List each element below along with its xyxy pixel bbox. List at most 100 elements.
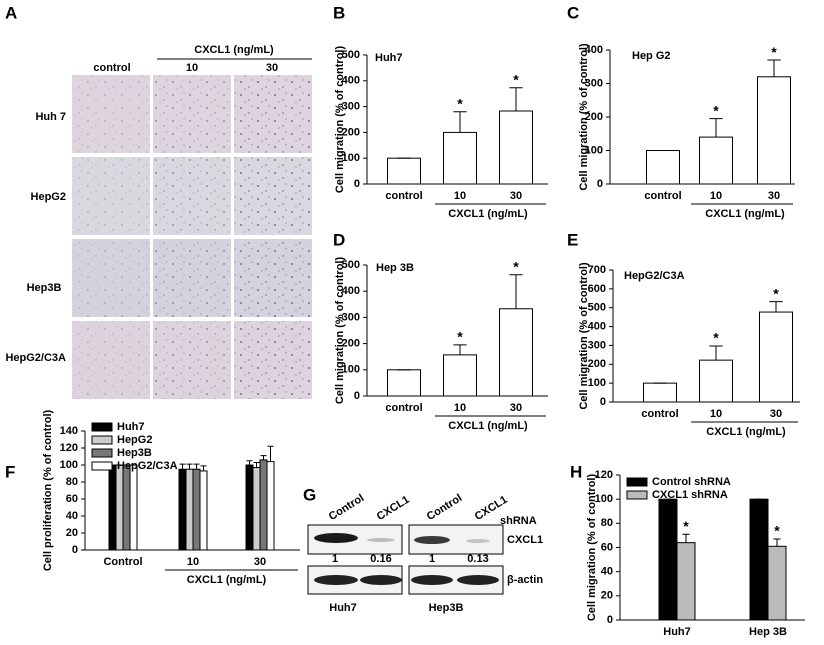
error-bar <box>179 463 186 470</box>
y-axis-label: Cell migration (% of control) <box>586 474 598 622</box>
bar <box>699 359 733 403</box>
panel-letter: C <box>567 3 579 22</box>
x-tick-label: control <box>385 190 422 202</box>
bar <box>658 498 678 621</box>
row-label: HepG2 <box>31 191 66 203</box>
significance: * <box>774 523 780 539</box>
error-bar <box>453 111 467 133</box>
lane-label: Control <box>425 492 465 523</box>
lane-label: Control <box>327 492 367 523</box>
y-tick-label: 40 <box>601 566 613 578</box>
legend-swatch <box>91 422 113 432</box>
row-label: Huh 7 <box>35 111 66 123</box>
y-tick-label: 500 <box>342 49 360 61</box>
x-tick-label: 30 <box>510 402 522 414</box>
lane-label: CXCL1 <box>375 494 412 523</box>
error-bar <box>773 538 781 547</box>
y-tick-label: 300 <box>342 311 360 323</box>
blot-band <box>466 539 490 543</box>
y-tick-label: 0 <box>597 178 603 190</box>
y-tick-label: 500 <box>342 259 360 271</box>
bar <box>387 157 421 185</box>
y-tick-label: 200 <box>342 338 360 350</box>
micrograph-cells <box>234 239 312 317</box>
bar <box>676 542 696 621</box>
micrograph-cells <box>234 157 312 235</box>
bar <box>499 308 533 397</box>
y-tick-label: 40 <box>66 510 78 522</box>
lane-group-label: shRNA <box>500 515 537 527</box>
y-tick-label: 100 <box>342 152 360 164</box>
bar <box>245 464 254 551</box>
y-tick-label: 100 <box>585 144 603 156</box>
bar <box>115 464 124 551</box>
legend-label: HepG2 <box>117 434 152 446</box>
y-tick-label: 60 <box>66 493 78 505</box>
error-bar <box>200 465 207 471</box>
legend-label: CXCL1 shRNA <box>652 489 728 501</box>
bar <box>443 131 477 185</box>
y-tick-label: 300 <box>585 77 603 89</box>
y-tick-label: 600 <box>588 283 606 295</box>
legend-swatch <box>626 477 648 487</box>
column-header: 30 <box>266 62 278 74</box>
row-label: Hep3B <box>27 282 62 294</box>
error-bar <box>193 463 200 470</box>
micrograph-cells <box>72 239 150 317</box>
y-axis-label: Cell migration (% of control) <box>334 257 346 405</box>
y-tick-label: 400 <box>585 44 603 56</box>
x-tick-label: 30 <box>768 190 780 202</box>
micrograph-cells <box>72 75 150 153</box>
x-tick-label: 30 <box>510 190 522 202</box>
x-tick-label: control <box>385 402 422 414</box>
x-tick-label: Control <box>103 556 142 568</box>
y-tick-label: 700 <box>588 264 606 276</box>
y-axis-label: Cell proliferation (% of control) <box>42 410 54 572</box>
band-label: CXCL1 <box>507 534 543 546</box>
significance: * <box>457 95 463 111</box>
bar <box>767 545 787 621</box>
significance: * <box>713 330 719 346</box>
y-tick-label: 120 <box>595 469 613 481</box>
panel-letter: B <box>333 3 345 22</box>
error-bar <box>767 59 781 77</box>
micrograph-cells <box>72 157 150 235</box>
error-bar <box>267 445 274 462</box>
y-tick-label: 80 <box>66 476 78 488</box>
chart-title: HepG2/C3A <box>624 270 685 282</box>
error-bar <box>769 301 783 313</box>
y-tick-label: 100 <box>60 459 78 471</box>
group-label: CXCL1 (ng/mL) <box>194 44 274 56</box>
legend-swatch <box>91 448 113 458</box>
error-bar <box>509 274 523 309</box>
group-label: CXCL1 (ng/mL) <box>448 420 528 432</box>
bar <box>259 459 268 551</box>
error-bar <box>509 87 523 111</box>
bar <box>646 150 680 185</box>
blot-band <box>314 575 358 585</box>
error-bar <box>453 344 467 355</box>
ratio: 0.16 <box>370 553 391 565</box>
y-axis-label: Cell migration (% of control) <box>578 262 590 410</box>
group-label: CXCL1 (ng/mL) <box>448 208 528 220</box>
y-tick-label: 20 <box>601 590 613 602</box>
micrograph-cells <box>234 321 312 399</box>
x-tick-label: 30 <box>254 556 266 568</box>
bar <box>443 354 477 397</box>
micrograph-cells <box>153 239 231 317</box>
y-tick-label: 500 <box>588 302 606 314</box>
panel-letter: G <box>303 485 316 504</box>
y-tick-label: 300 <box>342 101 360 113</box>
y-tick-label: 0 <box>600 396 606 408</box>
x-tick-label: control <box>641 408 678 420</box>
y-tick-label: 200 <box>342 126 360 138</box>
error-bar <box>186 463 193 470</box>
panel-letter: E <box>567 230 578 249</box>
y-tick-label: 0 <box>72 544 78 556</box>
micrograph-cells <box>234 75 312 153</box>
bar <box>108 464 117 551</box>
significance: * <box>771 44 777 60</box>
error-bar <box>260 455 267 460</box>
significance: * <box>683 518 689 534</box>
y-tick-label: 400 <box>342 75 360 87</box>
